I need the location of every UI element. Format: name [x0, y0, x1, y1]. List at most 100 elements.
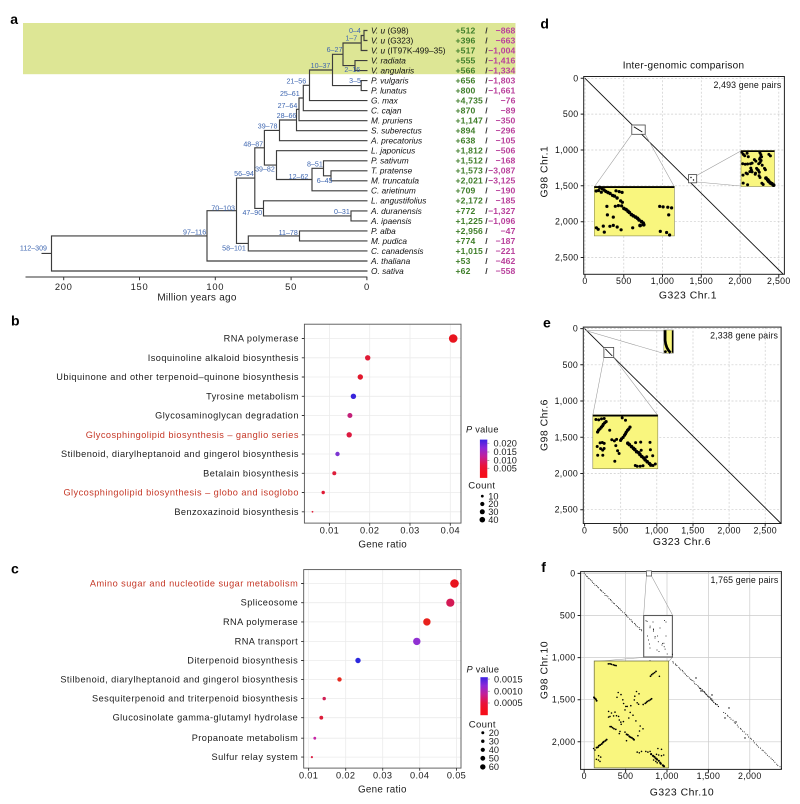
svg-text:V. radiata: V. radiata — [371, 56, 406, 66]
svg-text:0–31: 0–31 — [334, 208, 350, 216]
svg-text:/: / — [485, 136, 488, 146]
svg-text:Propanoate metabolism: Propanoate metabolism — [192, 733, 298, 743]
svg-text:Gene ratio: Gene ratio — [358, 540, 407, 551]
svg-text:−1,416: −1,416 — [488, 56, 515, 66]
svg-text:2,000: 2,000 — [555, 217, 579, 227]
svg-text:0: 0 — [573, 73, 578, 83]
svg-text:1,000: 1,000 — [655, 771, 679, 781]
svg-text:+517: +517 — [456, 45, 476, 55]
svg-text:M. truncatula: M. truncatula — [371, 176, 419, 186]
svg-text:/: / — [485, 116, 488, 126]
svg-text:P. sativum: P. sativum — [371, 156, 409, 166]
svg-text:−3,087: −3,087 — [488, 166, 515, 176]
svg-text:−663: −663 — [496, 35, 516, 45]
svg-text:−105: −105 — [496, 136, 516, 146]
svg-text:Sesquiterpenoid and triterpeno: Sesquiterpenoid and triterpenoid biosynt… — [92, 694, 298, 704]
svg-text:0: 0 — [570, 568, 575, 578]
svg-text:Count: Count — [469, 720, 496, 731]
svg-text:P value: P value — [467, 664, 500, 674]
svg-text:C. canadensis: C. canadensis — [371, 246, 424, 256]
svg-text:S. suberectus: S. suberectus — [371, 126, 422, 136]
svg-text:a: a — [10, 11, 18, 27]
svg-text:2,000: 2,000 — [552, 737, 576, 747]
svg-text:12–62: 12–62 — [289, 173, 309, 181]
svg-text:2,500: 2,500 — [555, 505, 579, 515]
svg-text:28–66: 28–66 — [277, 112, 297, 120]
svg-text:G323 Chr.10: G323 Chr.10 — [650, 788, 714, 799]
svg-text:48–87: 48–87 — [243, 140, 263, 148]
svg-text:0.010: 0.010 — [494, 456, 518, 466]
svg-text:0.03: 0.03 — [400, 525, 419, 535]
svg-text:20: 20 — [488, 499, 498, 509]
svg-text:500: 500 — [613, 525, 629, 535]
svg-text:T. pratense: T. pratense — [371, 166, 413, 176]
svg-text:Diterpenoid biosynthesis: Diterpenoid biosynthesis — [187, 656, 298, 666]
svg-text:+894: +894 — [456, 126, 476, 136]
svg-text:0.01: 0.01 — [299, 770, 318, 780]
svg-text:1,500: 1,500 — [552, 695, 576, 705]
svg-text:40: 40 — [488, 515, 498, 525]
svg-text:+709: +709 — [456, 186, 476, 196]
svg-text:/: / — [485, 96, 488, 106]
svg-text:27–64: 27–64 — [278, 102, 298, 110]
svg-text:+1,812: +1,812 — [456, 146, 483, 156]
svg-text:G98 Chr.10: G98 Chr.10 — [540, 641, 551, 699]
svg-text:A. duranensis: A. duranensis — [370, 206, 422, 216]
svg-text:+396: +396 — [456, 35, 476, 45]
svg-text:−1,096: −1,096 — [488, 216, 515, 226]
svg-text:+555: +555 — [456, 56, 476, 66]
svg-text:c: c — [11, 561, 19, 577]
svg-text:20: 20 — [489, 728, 499, 738]
svg-text:/: / — [485, 196, 488, 206]
svg-text:1,000: 1,000 — [555, 145, 579, 155]
svg-text:39–78: 39–78 — [258, 123, 278, 131]
svg-text:V. u (IT97K-499–35): V. u (IT97K-499–35) — [371, 45, 446, 55]
svg-text:1,500: 1,500 — [555, 432, 579, 442]
svg-text:A. thaliana: A. thaliana — [370, 256, 411, 266]
svg-text:Glycosphingolipid biosynthesis: Glycosphingolipid biosynthesis – ganglio… — [86, 430, 299, 440]
svg-text:58–101: 58–101 — [222, 244, 246, 252]
svg-text:100: 100 — [206, 281, 224, 292]
svg-text:Spliceosome: Spliceosome — [241, 598, 299, 608]
svg-text:G98 Chr.1: G98 Chr.1 — [540, 146, 551, 198]
svg-text:30: 30 — [488, 507, 498, 517]
svg-text:+1,512: +1,512 — [456, 156, 483, 166]
svg-text:+774: +774 — [456, 236, 476, 246]
svg-text:RNA polymerase: RNA polymerase — [224, 334, 299, 344]
svg-text:P. vulgaris: P. vulgaris — [371, 76, 409, 86]
svg-text:1–7: 1–7 — [345, 35, 357, 43]
svg-text:C. arietinum: C. arietinum — [371, 186, 416, 196]
svg-text:112–309: 112–309 — [20, 244, 47, 252]
svg-text:L. angustifolius: L. angustifolius — [371, 196, 426, 206]
svg-text:Count: Count — [468, 481, 495, 492]
svg-text:−506: −506 — [496, 146, 516, 156]
svg-text:+4,735: +4,735 — [456, 96, 483, 106]
svg-text:P. lunatus: P. lunatus — [371, 86, 407, 96]
svg-text:2,000: 2,000 — [738, 771, 762, 781]
svg-text:/: / — [485, 76, 488, 86]
svg-text:0.01: 0.01 — [320, 525, 339, 535]
svg-text:2,500: 2,500 — [753, 525, 777, 535]
svg-text:Tyrosine metabolism: Tyrosine metabolism — [206, 391, 299, 401]
svg-text:P. alba: P. alba — [371, 226, 396, 236]
svg-text:e: e — [543, 315, 551, 331]
svg-text:A. precatorius: A. precatorius — [370, 136, 422, 146]
svg-text:97–116: 97–116 — [183, 229, 206, 237]
svg-text:/: / — [485, 35, 488, 45]
svg-text:C. cajan: C. cajan — [371, 106, 402, 116]
svg-text:Betalain biosynthesis: Betalain biosynthesis — [203, 468, 299, 478]
svg-text:500: 500 — [563, 360, 579, 370]
svg-text:+566: +566 — [456, 66, 476, 76]
svg-text:2,000: 2,000 — [555, 469, 579, 479]
svg-text:6–45: 6–45 — [317, 177, 333, 185]
svg-text:−868: −868 — [496, 25, 516, 35]
svg-text:8–51: 8–51 — [307, 161, 323, 169]
svg-text:11–78: 11–78 — [279, 229, 298, 237]
svg-text:21–56: 21–56 — [286, 77, 306, 85]
svg-text:+638: +638 — [456, 136, 476, 146]
svg-text:+2,172: +2,172 — [456, 196, 483, 206]
svg-text:0.015: 0.015 — [494, 447, 518, 457]
svg-text:−76: −76 — [500, 96, 515, 106]
svg-text:0.03: 0.03 — [373, 770, 392, 780]
svg-text:0.0005: 0.0005 — [494, 698, 523, 708]
